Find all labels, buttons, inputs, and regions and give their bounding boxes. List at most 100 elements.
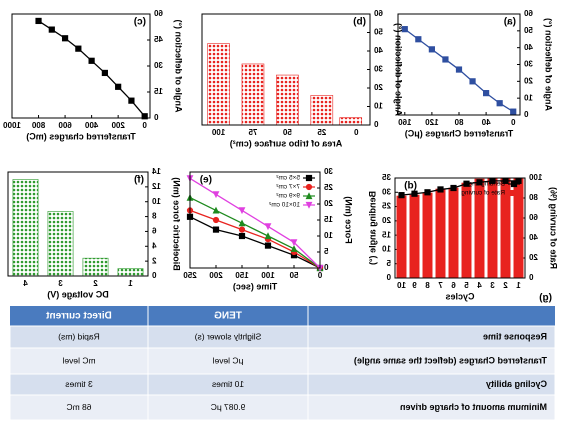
point [463,180,470,187]
line [189,209,321,269]
header-cell: TENG [214,311,242,322]
comparison-table: (g) TENG Direct current Response time Slight… [9,293,556,421]
bar [448,187,459,279]
y-tick-label: 20 [373,83,382,92]
panel-label: (a) [504,17,516,28]
x-axis-label: DC voltage (V) [47,289,109,299]
bar [422,192,433,279]
legend-label: 5×5 cm² [276,175,300,182]
point [238,207,246,215]
legend-label: Bending angle [463,181,505,188]
x-axis-label: Area of tribo surface (cm²) [230,138,343,148]
x-tick-label: 0 [142,121,147,130]
point [428,46,435,53]
bar [310,95,334,126]
table-cell: Rapid (ms) [58,331,100,341]
point [75,45,82,52]
x-tick-label: 40 [481,118,490,127]
y-tick-label: 4 [151,241,156,250]
y-axis-label: Angle of deflection (°) [544,18,554,111]
y-tick-label: 20 [528,253,537,262]
bar [276,74,299,126]
x-tick-label: 10 [397,281,406,290]
plot-frame [189,171,321,269]
x-tick-label: 3 [490,281,495,290]
plot-frame [11,13,151,119]
y-tick-label: 20 [323,199,332,208]
legend-marker [305,192,313,200]
y-tick-label: 0 [528,273,533,282]
point [469,78,476,85]
x-axis-label: Cycles [445,291,474,301]
bar [461,182,472,279]
panel-label: (b) [353,17,366,28]
point [264,242,272,249]
bar [339,117,363,126]
point [424,189,431,196]
x-tick-label: 80 [454,118,463,127]
y-tick-label: 30 [373,65,382,74]
x-tick-label: 120 [425,118,439,127]
bar [12,179,39,277]
plot-frame [7,171,149,277]
panel: 0 5 10 15 20 25 30 0 50 100 150 200 250 5×5 cm² 7×7 cm… [183,167,354,291]
y2-tick-label: 35 [382,173,391,182]
line [189,197,321,269]
legend-marker [305,183,313,191]
table-header [10,306,555,326]
panel: 0204060801000510152025303512345678910Ben… [367,173,558,301]
point [476,179,483,186]
plot-frame [394,177,526,279]
y2-axis-label: Bending angle (°) [367,191,377,265]
point [483,90,490,97]
point [238,226,246,233]
y-tick-label: 0 [373,120,378,129]
table-cell: Response time [483,331,547,341]
y-axis-label: Angle of deflection (°) [174,19,184,112]
point [290,245,298,252]
y-tick-label: 60 [373,9,382,18]
y-tick-label: 10 [323,231,332,240]
x-tick-label: 200 [111,121,125,130]
y-axis-label: Bioelectric force (mN) [172,177,182,271]
x-tick-label: 250 [183,271,197,280]
point [141,113,148,120]
x-tick-label: 2 [503,281,508,290]
x-tick-label: 0 [353,128,358,137]
y-tick-label: 0 [523,110,528,119]
x-tick-label: 150 [235,271,249,280]
table-row [9,394,556,421]
y2-tick-label: 20 [382,216,391,225]
point [510,108,517,115]
legend-label: 7×7 cm² [276,184,300,191]
x-tick-label: 100 [211,128,225,137]
x-tick-label: 6 [451,281,456,290]
y2-tick-label: 10 [382,245,391,254]
table-cell: Cycling ability [486,379,547,389]
y-tick-label: 30 [153,61,162,70]
x-tick-label: 0 [510,118,515,127]
y-tick-label: 50 [373,28,382,37]
table-cell: 68 mC [66,402,91,412]
table-cell: Transferred Charges (deflect the same an… [354,355,547,365]
x-axis-label: Time (sec) [233,281,277,291]
x-tick-label: 0 [317,271,322,280]
point [496,100,503,107]
x-tick-label: 1000 [3,121,21,130]
point [35,17,42,25]
plot-frame [201,13,371,126]
y-tick-label: 45 [153,35,162,44]
y-tick-label: 12 [151,182,160,191]
legend-marker [305,174,313,182]
y-tick-label: 0 [151,271,156,280]
table-cell: μC level [212,355,243,365]
panel-label: (c) [134,17,146,28]
y-tick-label: 60 [153,9,162,18]
bar [207,43,230,126]
legend-marker [510,180,518,188]
point [128,97,135,104]
point [415,36,422,43]
y2-tick-label: 15 [382,230,391,239]
bar [396,195,407,279]
